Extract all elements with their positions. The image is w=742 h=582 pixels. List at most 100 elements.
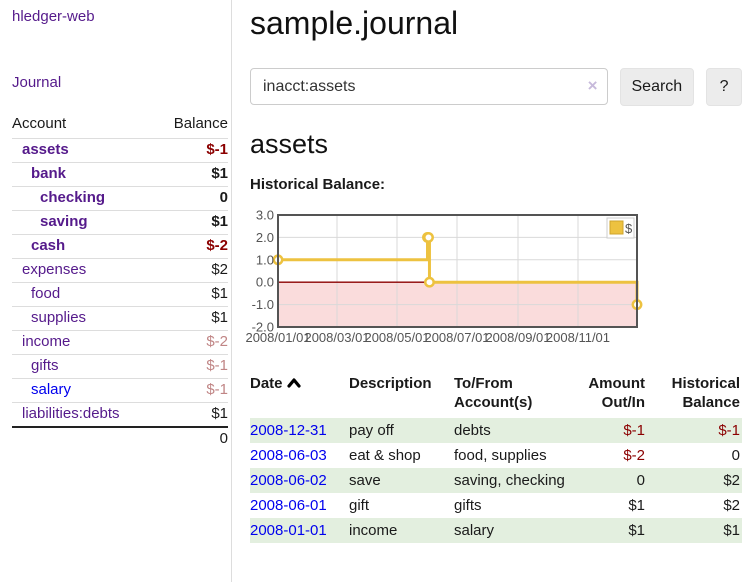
- register-header-row: Date Description To/From Account(s) Amou…: [250, 372, 742, 418]
- svg-text:2008/09/01: 2008/09/01: [485, 330, 550, 345]
- transaction-row: 2008-06-03 eat & shop food, supplies $-2 0: [250, 443, 742, 468]
- cell-description: pay off: [349, 422, 394, 439]
- sidebar-account-link[interactable]: food: [31, 285, 61, 302]
- svg-text:$: $: [625, 221, 633, 236]
- cell-amount: $1: [628, 497, 645, 514]
- cell-accounts: debts: [454, 422, 491, 439]
- svg-text:0.0: 0.0: [256, 275, 274, 290]
- cell-description: eat & shop: [349, 447, 421, 464]
- search-button[interactable]: Search: [619, 68, 695, 106]
- account-balance: $-1: [206, 141, 228, 158]
- account-row: supplies $1: [12, 305, 228, 330]
- sidebar: hledger-web Journal Account Balance asse…: [0, 0, 232, 582]
- account-row: food $1: [12, 281, 228, 306]
- account-balance: $1: [211, 405, 228, 422]
- column-header-accounts: To/From Account(s): [454, 375, 533, 411]
- page-title: sample.journal: [250, 5, 459, 41]
- register-rows: 2008-12-31 pay off debts $-1 $-1 2008-06-03 ea…: [250, 418, 742, 543]
- search-input[interactable]: [250, 68, 608, 105]
- main-content: sample.journal × Search ? assets Histori…: [245, 0, 742, 543]
- cell-amount: $-1: [623, 422, 645, 439]
- transaction-row: 2008-12-31 pay off debts $-1 $-1: [250, 418, 742, 443]
- account-balance: $1: [211, 165, 228, 182]
- help-button[interactable]: ?: [706, 68, 742, 106]
- column-header-description: Description: [349, 375, 432, 392]
- accounts-table: Account Balance assets $-1 bank $1 checking 0…: [12, 112, 228, 451]
- account-row: bank $1: [12, 161, 228, 186]
- svg-text:2008/07/01: 2008/07/01: [424, 330, 489, 345]
- register-table: Date Description To/From Account(s) Amou…: [250, 372, 742, 543]
- sidebar-account-link[interactable]: income: [22, 333, 71, 350]
- transaction-date-link[interactable]: 2008-12-31: [250, 422, 327, 439]
- account-row: cash $-2: [12, 233, 228, 258]
- transaction-row: 2008-01-01 income salary $1 $1: [250, 518, 742, 543]
- sidebar-account-link[interactable]: expenses: [22, 261, 87, 278]
- account-heading: assets: [250, 129, 329, 159]
- transaction-date-link[interactable]: 2008-01-01: [250, 522, 327, 539]
- transaction-date-link[interactable]: 2008-06-03: [250, 447, 327, 464]
- accounts-table-header: Account Balance: [12, 112, 228, 138]
- sidebar-account-link[interactable]: liabilities:debts: [22, 405, 120, 422]
- svg-text:3.0: 3.0: [256, 208, 274, 223]
- historical-balance-chart[interactable]: $3.0 2.0 1.0 0.0 -1.0 -2.0 2008/01/01 2008/03/0…: [245, 208, 742, 350]
- sidebar-account-link[interactable]: supplies: [31, 309, 87, 326]
- clear-search-icon[interactable]: ×: [587, 76, 598, 95]
- cell-description: gift: [349, 497, 370, 514]
- cell-balance: $1: [723, 522, 740, 539]
- sidebar-account-link[interactable]: checking: [40, 189, 106, 206]
- column-header-balance: Historical Balance: [671, 375, 740, 411]
- account-row: liabilities:debts $1: [12, 401, 228, 426]
- sidebar-item-journal[interactable]: Journal: [12, 74, 62, 91]
- cell-date: 2008-06-02: [250, 468, 349, 493]
- sort-ascending-icon: [286, 374, 301, 393]
- sidebar-account-link[interactable]: bank: [31, 165, 67, 182]
- cell-date: 2008-01-01: [250, 518, 349, 543]
- transaction-date-link[interactable]: 2008-06-01: [250, 497, 327, 514]
- account-balance: $2: [211, 261, 228, 278]
- account-row: gifts $-1: [12, 353, 228, 378]
- cell-description: income: [349, 522, 398, 539]
- column-header-amount: Amount Out/In: [588, 375, 645, 411]
- account-row: expenses $2: [12, 257, 228, 282]
- svg-text:2008/11/01: 2008/11/01: [546, 330, 610, 345]
- sidebar-account-link[interactable]: cash: [31, 237, 66, 254]
- cell-date: 2008-06-01: [250, 493, 349, 518]
- cell-accounts: food, supplies: [454, 447, 547, 464]
- svg-text:2008/03/01: 2008/03/01: [304, 330, 369, 345]
- accounts-header-account: Account: [12, 114, 67, 132]
- column-header-date[interactable]: Date: [250, 372, 349, 418]
- cell-balance: $2: [723, 472, 740, 489]
- account-row: assets $-1: [12, 137, 228, 162]
- svg-text:-2.0: -2.0: [252, 320, 274, 335]
- search-input-wrap: ×: [250, 68, 608, 106]
- accounts-total-balance: 0: [219, 430, 228, 447]
- account-rows: assets $-1 bank $1 checking 0 saving $1 cash $-2 e…: [12, 137, 228, 426]
- account-balance: $-1: [206, 357, 228, 374]
- cell-accounts: salary: [454, 522, 495, 539]
- account-row: checking 0: [12, 185, 228, 210]
- app-brand-link[interactable]: hledger-web: [12, 8, 95, 25]
- account-balance: $-2: [206, 237, 228, 254]
- account-balance: 0: [219, 189, 228, 206]
- cell-balance: $2: [723, 497, 740, 514]
- account-balance: $1: [211, 285, 228, 302]
- cell-accounts: saving, checking: [454, 472, 565, 489]
- sidebar-account-link[interactable]: saving: [40, 213, 88, 230]
- cell-date: 2008-06-03: [250, 443, 349, 468]
- transaction-date-link[interactable]: 2008-06-02: [250, 472, 327, 489]
- cell-description: save: [349, 472, 381, 489]
- transaction-row: 2008-06-01 gift gifts $1 $2: [250, 493, 742, 518]
- sidebar-account-link[interactable]: gifts: [31, 357, 59, 374]
- cell-amount: $-2: [623, 447, 645, 464]
- svg-text:-1.0: -1.0: [252, 297, 274, 312]
- account-balance: $1: [211, 309, 228, 326]
- cell-accounts: gifts: [454, 497, 482, 514]
- sidebar-account-link[interactable]: assets: [22, 141, 69, 158]
- cell-amount: $1: [628, 522, 645, 539]
- account-row: saving $1: [12, 209, 228, 234]
- svg-text:2008/05/01: 2008/05/01: [364, 330, 429, 345]
- svg-text:1.0: 1.0: [256, 252, 274, 267]
- sidebar-account-link[interactable]: salary: [31, 381, 72, 398]
- account-balance: $1: [211, 213, 228, 230]
- cell-amount: 0: [636, 472, 645, 489]
